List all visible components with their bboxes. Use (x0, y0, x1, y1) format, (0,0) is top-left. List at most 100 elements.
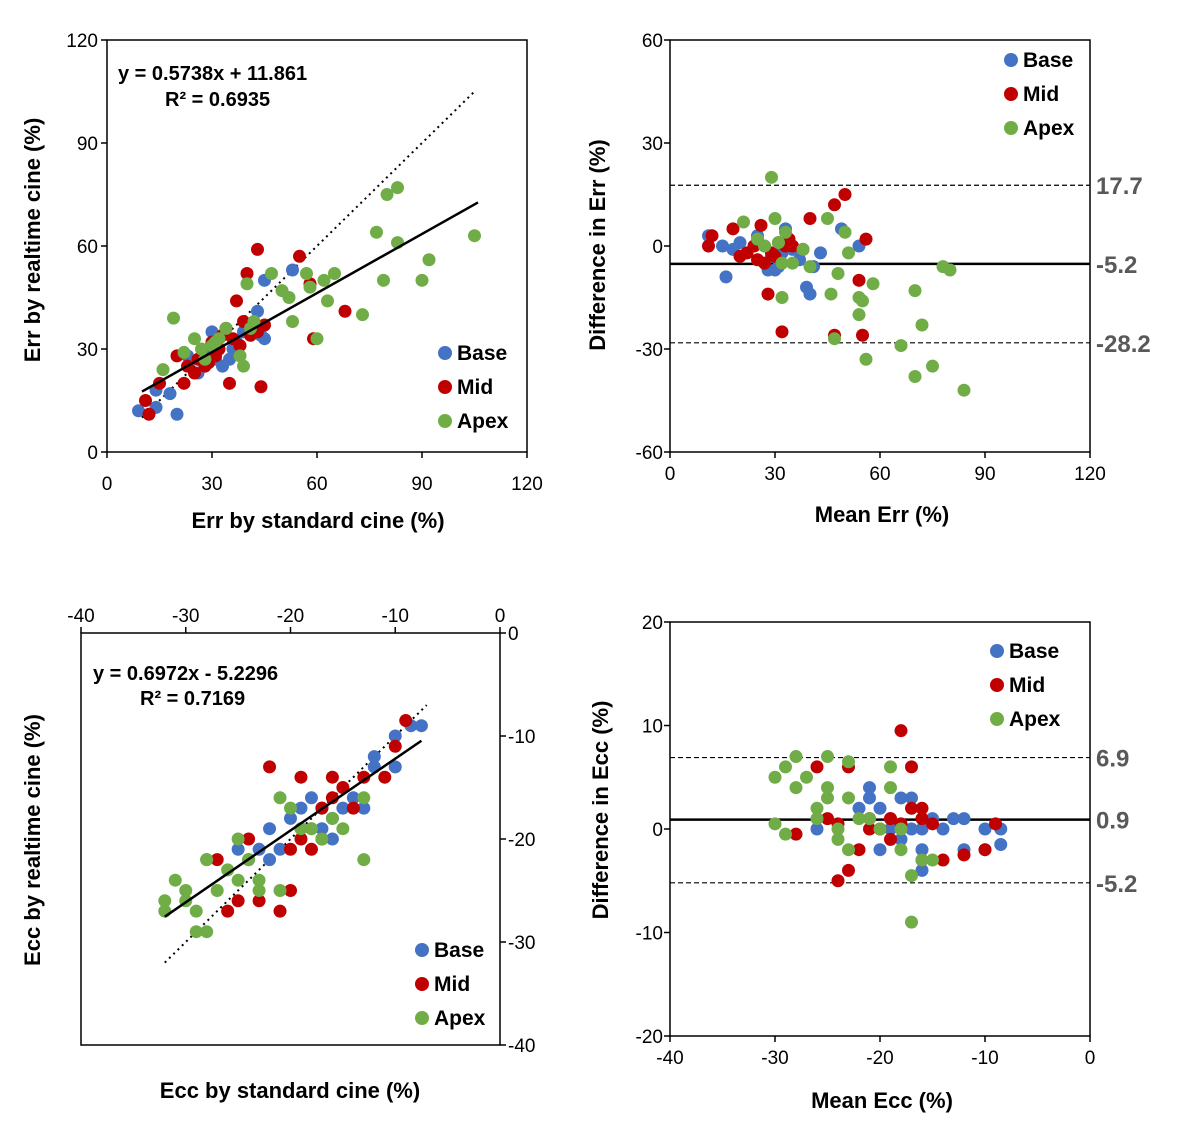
x-axis-label: Mean Err (%) (815, 502, 949, 527)
x-tick-label: -20 (866, 1048, 893, 1069)
data-point-mid (252, 894, 266, 908)
reference-line-label: 6.9 (1096, 746, 1129, 773)
data-point-apex (842, 755, 855, 769)
data-point-base (132, 404, 145, 418)
data-point-base (716, 239, 729, 253)
data-point-apex (810, 801, 824, 815)
data-point-apex (758, 239, 771, 253)
data-point-apex (179, 884, 193, 897)
data-point-base (863, 791, 876, 805)
y-tick-label: 120 (66, 31, 98, 52)
data-point-apex (863, 812, 876, 826)
legend-label-mid: Mid (1023, 83, 1059, 106)
x-tick-label: 0 (1085, 1048, 1096, 1069)
data-point-mid (936, 853, 950, 867)
data-point-mid (273, 904, 287, 918)
data-point-base (719, 270, 733, 284)
legend-marker-apex (1004, 121, 1018, 135)
data-point-base (814, 246, 827, 260)
y-tick-label: 60 (77, 237, 98, 258)
legend: Base Mid Apex (415, 939, 486, 1030)
series-apex (158, 791, 371, 939)
identity-line (164, 704, 428, 964)
legend-marker-base (990, 644, 1004, 658)
data-point-apex (377, 273, 390, 287)
data-point-apex (156, 363, 170, 377)
data-point-mid (294, 832, 308, 846)
data-point-mid (242, 832, 256, 846)
data-point-apex (824, 287, 838, 301)
data-point-apex (821, 212, 834, 226)
data-point-mid (251, 242, 264, 256)
data-point-mid (852, 273, 866, 287)
data-point-apex (282, 291, 296, 304)
legend: Base Mid Apex (1004, 49, 1075, 140)
legend: Base Mid Apex (990, 640, 1061, 731)
legend-marker-mid (1004, 87, 1018, 101)
x-tick-label: -40 (656, 1048, 683, 1069)
data-point-mid (726, 222, 740, 236)
data-point-mid (884, 812, 897, 826)
data-point-apex (779, 760, 792, 774)
y-tick-label: 0 (652, 820, 663, 841)
data-point-apex (894, 822, 908, 836)
data-point-apex (252, 873, 266, 887)
x-tick-label: 120 (1074, 464, 1106, 485)
reference-line-label: 0.9 (1096, 808, 1129, 835)
data-point-apex (775, 256, 789, 270)
data-point-apex (779, 225, 792, 239)
data-point-apex (325, 811, 339, 825)
legend-label-apex: Apex (457, 410, 509, 433)
data-point-mid (758, 256, 771, 270)
reference-line-label: 17.7 (1096, 173, 1143, 200)
data-point-mid (859, 232, 873, 246)
data-point-apex (957, 383, 971, 397)
data-point-apex (789, 750, 803, 764)
data-point-mid (338, 304, 352, 318)
data-point-mid (188, 366, 201, 380)
data-point-base (223, 352, 236, 366)
data-point-mid (142, 407, 156, 421)
legend-label-apex: Apex (1023, 117, 1075, 140)
data-point-apex (821, 781, 834, 795)
data-point-apex (852, 812, 866, 826)
chart-panel-3: -40 -30 -20 -10 0 -40 -30 -20 -10 0 Ecc by standar… (20, 606, 535, 1103)
data-point-apex (842, 843, 855, 857)
regression-equation: y = 0.6972x - 5.2296 (93, 663, 278, 685)
data-point-mid (957, 848, 971, 862)
y-tick-label: -40 (508, 1036, 535, 1057)
series-apex (768, 750, 939, 929)
legend-marker-base (438, 346, 452, 360)
legend-marker-mid (990, 678, 1004, 692)
data-point-base (810, 822, 824, 836)
legend-marker-mid (438, 380, 452, 394)
x-tick-label: 30 (201, 474, 222, 495)
data-point-apex (737, 215, 750, 229)
data-point-apex (200, 853, 214, 867)
data-point-base (733, 236, 747, 250)
data-point-mid (231, 894, 245, 908)
data-point-mid (761, 287, 775, 301)
y-tick-label: -60 (636, 443, 663, 464)
legend-marker-apex (438, 414, 452, 428)
data-point-base (346, 791, 360, 805)
data-point-apex (859, 352, 873, 366)
data-point-apex (233, 349, 247, 363)
legend-label-mid: Mid (457, 376, 493, 399)
x-tick-label: 0 (102, 474, 113, 495)
x-tick-label: 60 (869, 464, 890, 485)
data-point-apex (852, 308, 866, 322)
data-point-apex (273, 791, 287, 805)
data-point-mid (705, 229, 719, 243)
data-point-apex (786, 256, 799, 270)
data-point-apex (328, 266, 341, 280)
data-point-apex (908, 369, 922, 383)
data-point-base (915, 843, 929, 857)
x-tick-label: 120 (511, 474, 543, 495)
data-point-mid (915, 801, 929, 815)
data-point-mid (978, 843, 992, 857)
data-point-apex (167, 311, 180, 325)
data-point-apex (284, 801, 297, 815)
data-point-mid (842, 863, 855, 877)
legend-marker-base (415, 943, 429, 957)
